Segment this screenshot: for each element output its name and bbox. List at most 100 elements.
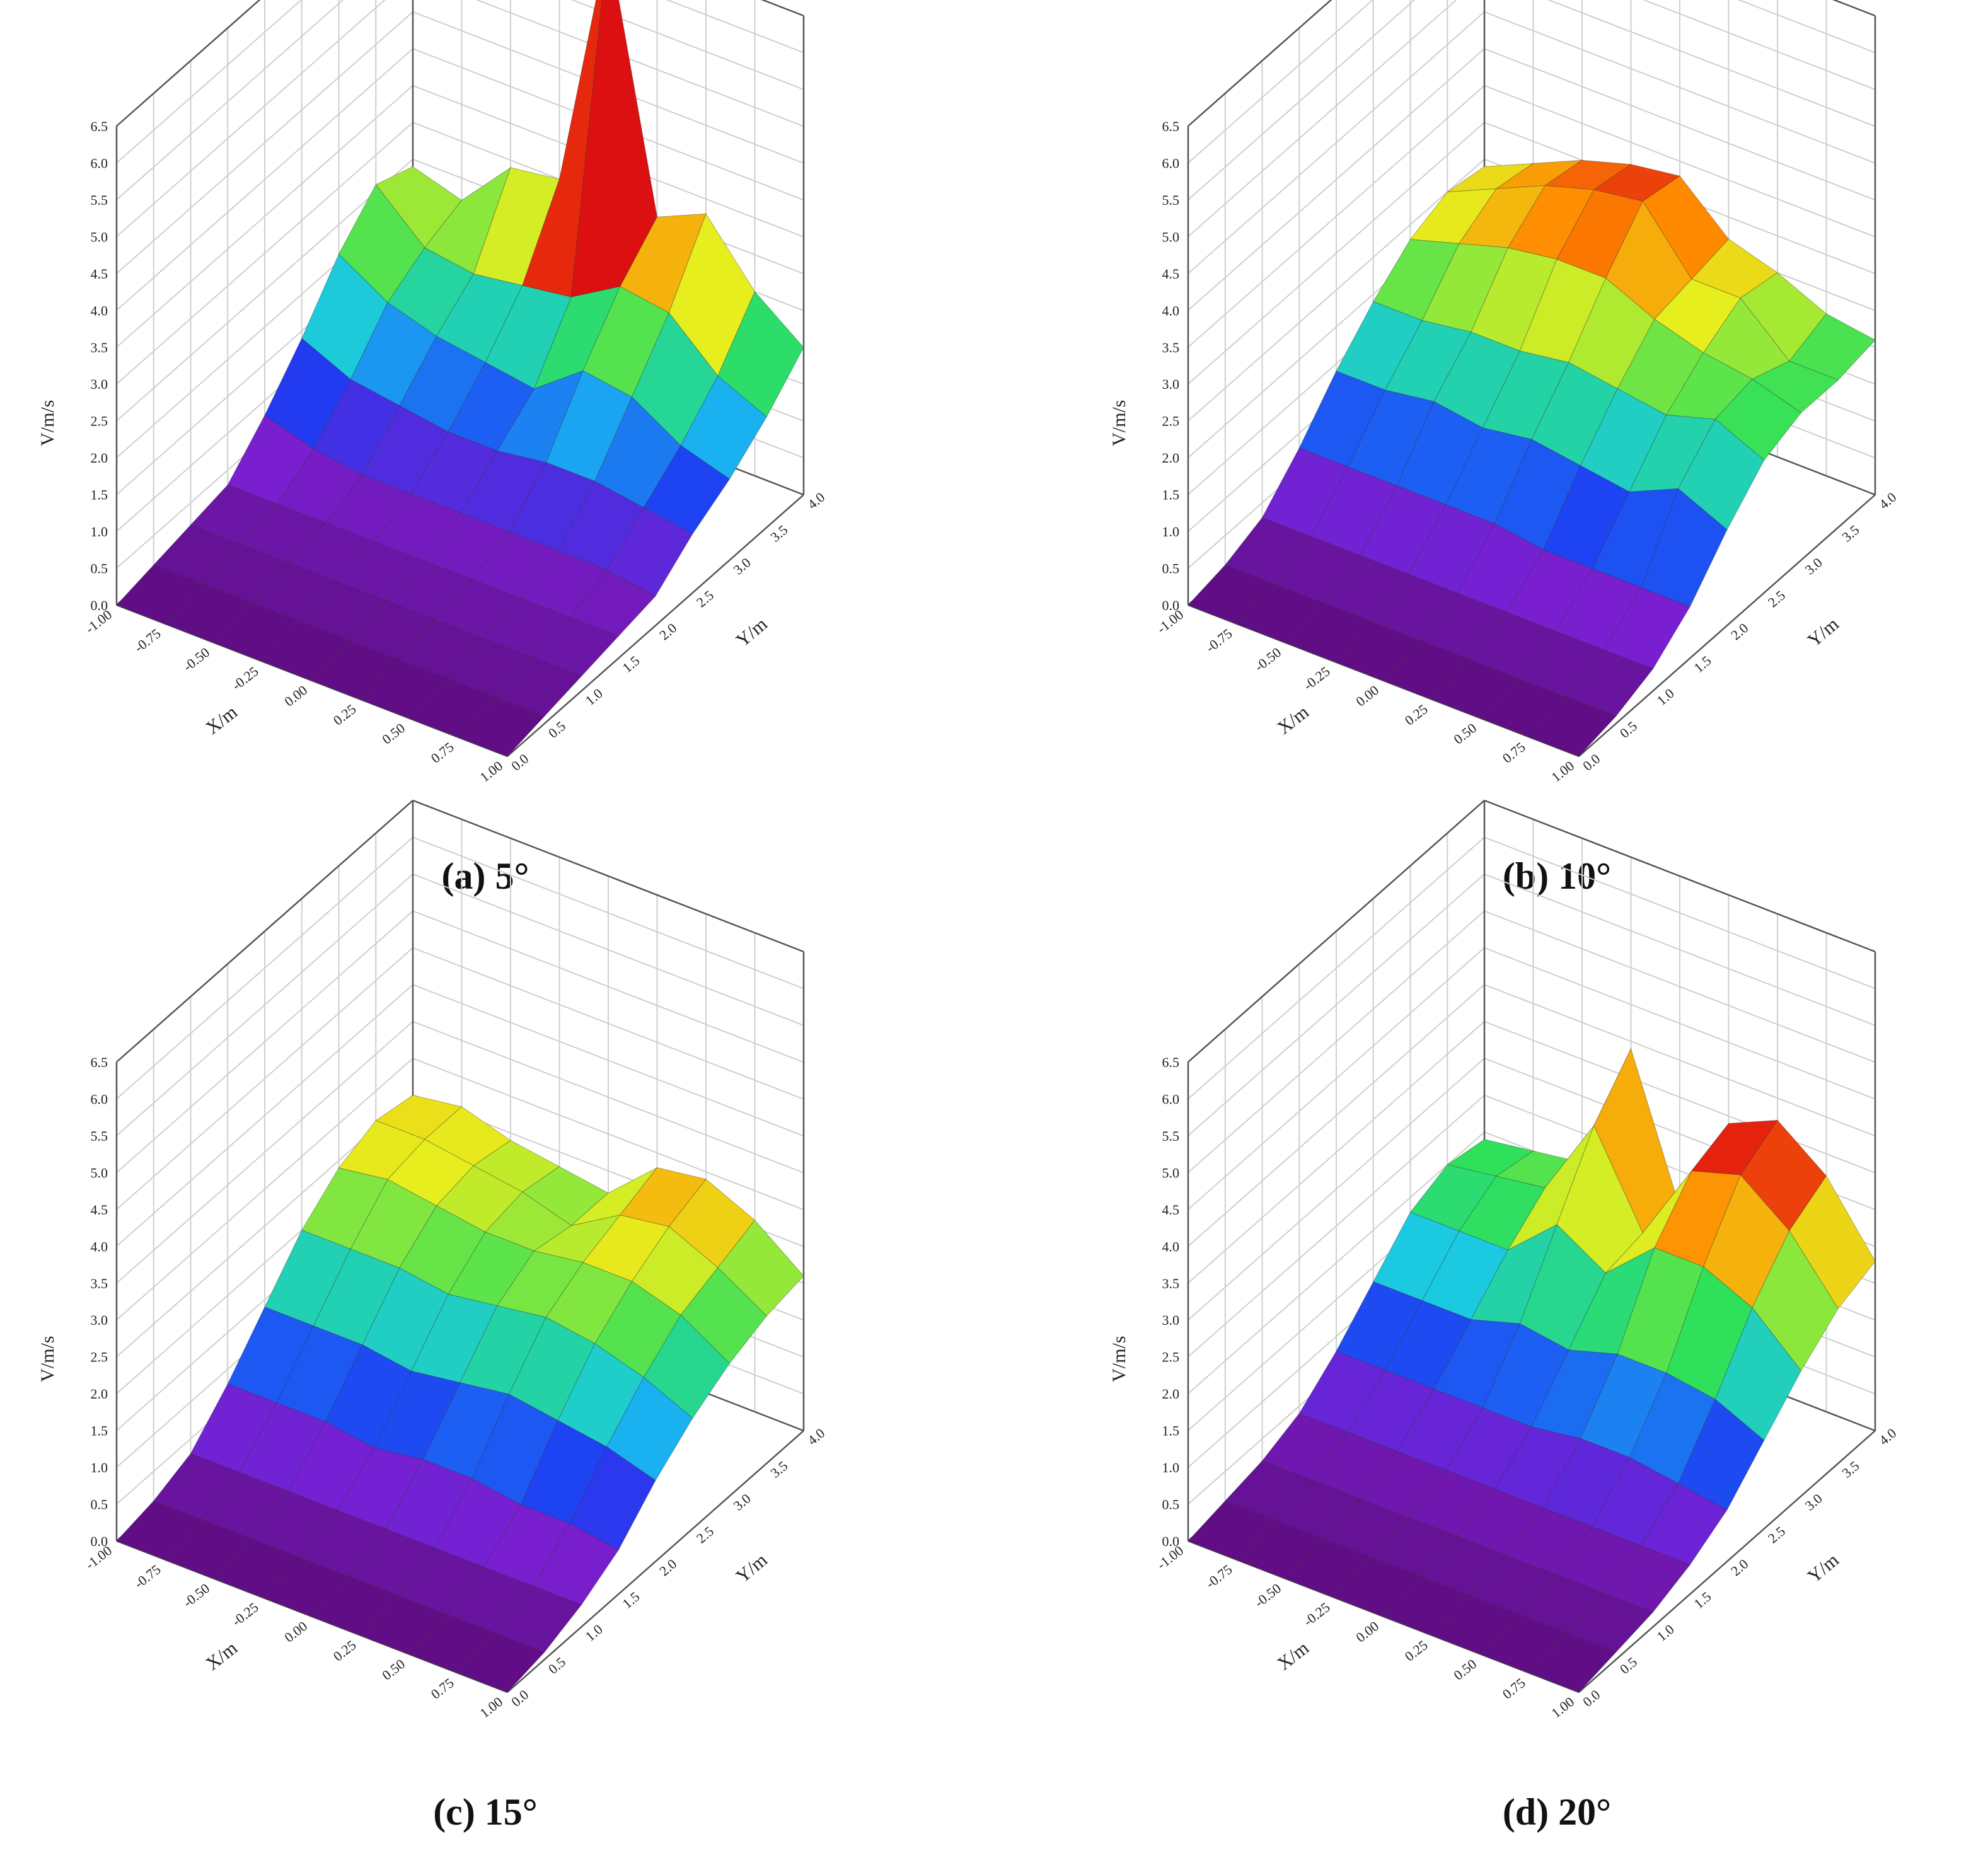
gridline	[116, 984, 413, 1247]
y-axis-title: Y/m	[1804, 614, 1843, 652]
gridline	[116, 0, 303, 164]
z-tick-label: 0.5	[91, 1497, 108, 1513]
gridline	[1188, 1094, 1485, 1358]
surface-facet	[1566, 649, 1654, 717]
x-tick-label: -0.75	[131, 1561, 164, 1591]
gridline	[412, 1058, 804, 1211]
y-tick-label: 0.5	[1617, 718, 1640, 741]
x-tick-label: 1.00	[477, 758, 506, 785]
y-tick-label: 3.5	[1839, 522, 1862, 545]
x-tick-label: -0.50	[1252, 1580, 1285, 1610]
x-tick-label: 0.75	[428, 1675, 457, 1702]
gridline	[1188, 0, 1374, 164]
z-tick-label: 6.0	[91, 155, 108, 171]
gridline	[1188, 910, 1485, 1174]
x-tick-label: 1.00	[1548, 1694, 1577, 1721]
surface-facet	[1641, 1483, 1728, 1566]
surface-facet	[532, 616, 620, 677]
z-tick-label: 6.5	[1162, 118, 1180, 134]
y-tick-label: 0.5	[545, 718, 569, 741]
y-tick-label: 4.0	[804, 489, 828, 512]
y-tick-label: 0.5	[545, 1654, 569, 1677]
gridline	[116, 836, 413, 1100]
z-tick-label: 1.5	[1162, 487, 1180, 503]
x-tick-label: 0.75	[1500, 1675, 1529, 1702]
gridline	[1484, 836, 1876, 990]
x-tick-label: -1.00	[83, 606, 115, 637]
gridline	[1484, 984, 1876, 1137]
gridline	[1484, 48, 1876, 201]
gridline	[412, 910, 804, 1063]
x-tick-label: 0.25	[1402, 1637, 1431, 1664]
z-tick-label: 6.5	[91, 118, 108, 134]
gridline	[1188, 0, 1416, 200]
z-tick-label: 5.0	[91, 229, 108, 245]
z-tick-label: 4.5	[1162, 1202, 1180, 1218]
surface-facet	[1677, 418, 1765, 531]
z-tick-label: 2.0	[1162, 450, 1180, 466]
x-tick-label: -1.00	[83, 1542, 115, 1572]
y-tick-label: 3.0	[731, 1491, 754, 1514]
gridline	[116, 48, 413, 311]
z-tick-label: 5.0	[91, 1165, 108, 1180]
z-tick-label: 4.0	[91, 303, 108, 318]
z-tick-label: 0.0	[1162, 1533, 1180, 1549]
gridline	[1188, 122, 1485, 384]
gridline	[116, 1058, 413, 1320]
gridline	[1642, 0, 1876, 90]
x-axis-title: X/m	[202, 701, 241, 739]
x-tick-label: 0.00	[1353, 1618, 1382, 1645]
z-axis-title: V/m/s	[37, 1336, 58, 1382]
z-tick-label: 2.0	[1162, 1386, 1180, 1402]
y-tick-label: 3.0	[1802, 555, 1825, 578]
gridline	[412, 1020, 804, 1174]
panel-caption: (b) 10°	[1503, 855, 1611, 897]
z-tick-label: 0.0	[91, 1533, 108, 1549]
x-tick-label: -0.75	[131, 625, 164, 655]
surface-facet	[569, 569, 656, 637]
axis-frame-edge	[1484, 799, 1876, 953]
surface-facet	[643, 1314, 731, 1419]
surface-facet	[606, 507, 693, 597]
y-tick-label: 0.0	[508, 751, 531, 774]
x-tick-label: 0.75	[1500, 739, 1529, 766]
z-tick-label: 4.0	[1162, 1238, 1180, 1254]
surface	[1188, 1047, 1876, 1693]
z-tick-label: 3.0	[91, 1312, 108, 1328]
x-tick-label: 1.00	[477, 1694, 506, 1721]
z-tick-label: 5.0	[1162, 1165, 1180, 1180]
z-tick-label: 6.0	[1162, 155, 1180, 171]
surface-facet	[1529, 696, 1617, 757]
surface-facet	[458, 1632, 545, 1693]
gridline	[116, 910, 413, 1174]
gridline	[412, 984, 804, 1137]
gridline	[1484, 947, 1876, 1100]
z-tick-label: 4.5	[1162, 266, 1180, 282]
x-tick-label: 0.50	[1450, 1656, 1479, 1683]
y-tick-label: 1.5	[619, 1588, 642, 1612]
z-tick-label: 2.5	[1162, 413, 1180, 429]
z-tick-label: 3.5	[91, 340, 108, 355]
z-tick-label: 6.5	[1162, 1054, 1180, 1070]
panel-caption: (d) 20°	[1503, 1791, 1611, 1833]
z-tick-label: 0.0	[1162, 597, 1180, 613]
z-tick-label: 6.0	[1162, 1091, 1180, 1107]
x-tick-label: -0.75	[1203, 625, 1235, 655]
x-axis-title: X/m	[1273, 701, 1312, 739]
gridline	[666, 0, 804, 54]
y-tick-label: 2.0	[1728, 620, 1751, 643]
y-tick-label: 1.0	[1654, 1621, 1677, 1644]
z-axis-title: V/m/s	[1109, 1336, 1130, 1382]
surface	[1188, 159, 1876, 757]
z-tick-label: 5.5	[1162, 192, 1180, 208]
z-tick-label: 4.0	[91, 1238, 108, 1254]
z-tick-label: 6.5	[91, 1054, 108, 1070]
z-tick-label: 2.0	[91, 450, 108, 466]
x-tick-label: -0.50	[180, 644, 213, 674]
y-tick-label: 4.0	[1876, 1425, 1899, 1448]
z-tick-label: 4.5	[91, 1202, 108, 1218]
gridline	[1188, 984, 1485, 1247]
z-tick-label: 3.0	[1162, 1312, 1180, 1328]
panel-d: 0.0 0.5 1.0 1.5 2.0 2.5 3.0 3.5 4.0 4.5 5.0 5.5 6.0 6…	[1109, 799, 1899, 1833]
